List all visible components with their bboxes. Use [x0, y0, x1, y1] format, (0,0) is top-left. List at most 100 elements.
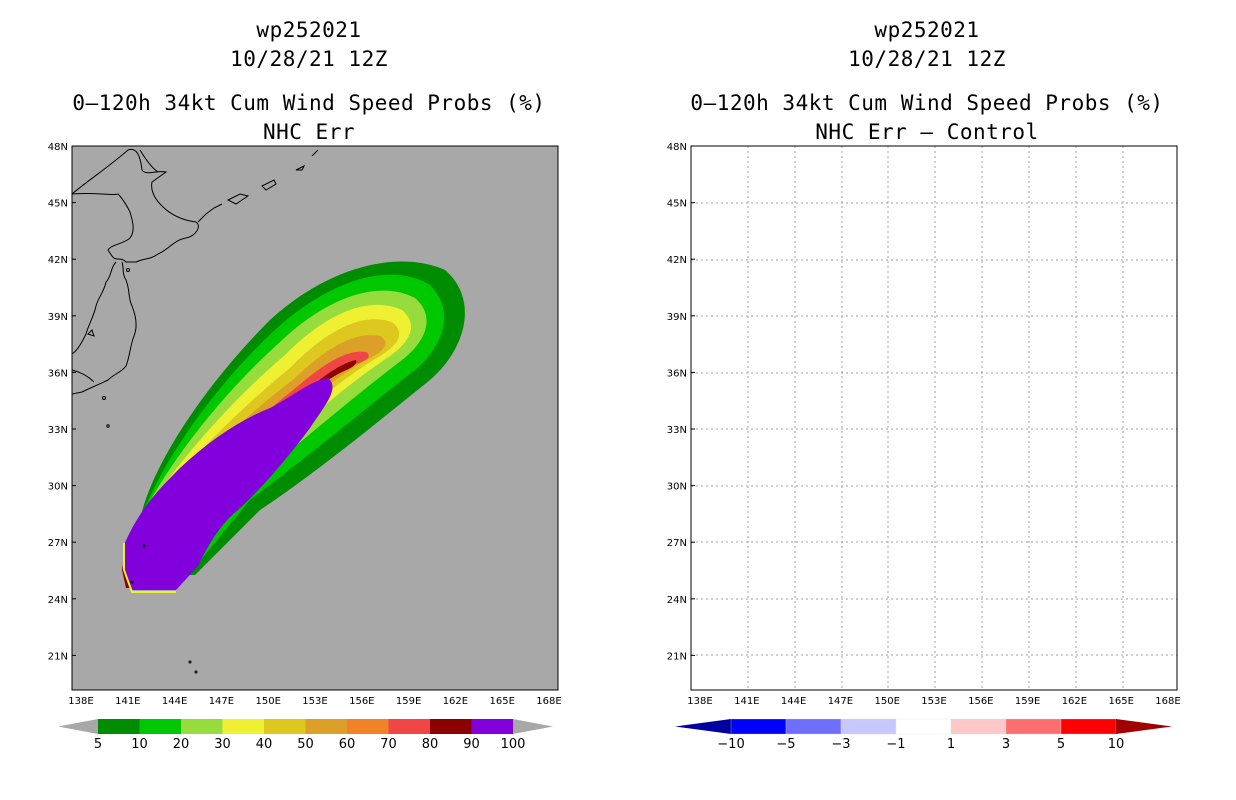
left-map	[71, 145, 559, 691]
colorbar-label: 10	[131, 737, 148, 752]
colorbar-box	[950, 718, 1007, 735]
lon-label: 138E	[68, 696, 93, 707]
lon-label: 141E	[734, 696, 759, 707]
lat-label: 39N	[48, 312, 68, 323]
lat-label: 27N	[667, 538, 687, 549]
lat-label: 33N	[667, 425, 687, 436]
colorbar-label: 30	[214, 737, 231, 752]
right-map-axes: 48N 45N 42N 39N 36N 33N 30N 27N 24N 21N 138E 141E 14…	[667, 142, 1181, 707]
probability-contours	[122, 261, 465, 593]
colorbar-box	[264, 719, 306, 734]
colorbar-label: 5	[94, 737, 102, 752]
colorbar-under-triangle	[58, 719, 98, 734]
lon-label: 144E	[162, 696, 187, 707]
colorbar-over-triangle	[1116, 719, 1172, 734]
lat-label: 30N	[667, 482, 687, 493]
lat-label: 27N	[48, 538, 68, 549]
colorbar-box	[785, 718, 842, 735]
lon-label: 162E	[1062, 696, 1087, 707]
colorbar-label: 60	[339, 737, 356, 752]
colorbar-box	[305, 719, 347, 734]
colorbar-box	[98, 719, 140, 734]
lon-label: 159E	[1015, 696, 1040, 707]
lat-label: 24N	[667, 595, 687, 606]
colorbar-label: 50	[297, 737, 314, 752]
lon-label: 141E	[115, 696, 140, 707]
left-title-variant: NHC Err	[262, 120, 355, 144]
lon-label: 147E	[828, 696, 853, 707]
colorbar-box	[222, 719, 264, 734]
left-map-axes: 48N 45N 42N 39N 36N 33N 30N 27N 24N 21N 138E 141E 14…	[48, 142, 562, 707]
left-title: wp252021 10/28/21 12Z 0–120h 34kt Cum Wi…	[64, 16, 554, 147]
colorbar-box	[347, 719, 389, 734]
colorbar-box	[430, 719, 472, 734]
lon-label: 153E	[302, 696, 327, 707]
lat-label: 42N	[48, 255, 68, 266]
lon-label: 138E	[687, 696, 712, 707]
lat-label: 36N	[667, 368, 687, 379]
colorbar-under-triangle	[675, 719, 731, 734]
lon-label: 165E	[489, 696, 514, 707]
lon-label: 144E	[781, 696, 806, 707]
colorbar-label: 70	[380, 737, 397, 752]
colorbar-box	[840, 718, 897, 735]
lat-label: 48N	[667, 142, 687, 153]
lon-label: 156E	[349, 696, 374, 707]
colorbar-box	[895, 718, 952, 735]
left-title-time: 10/28/21 12Z	[230, 47, 388, 71]
colorbar-label: −1	[886, 737, 905, 752]
left-title-storm: wp252021	[256, 18, 362, 42]
right-title-variant: NHC Err – Control	[815, 120, 1039, 144]
right-map-background	[691, 146, 1177, 690]
lat-label: 24N	[48, 595, 68, 606]
lat-label: 21N	[48, 651, 68, 662]
colorbar-label: 100	[501, 737, 526, 752]
lat-label: 33N	[48, 425, 68, 436]
colorbar-label: 40	[256, 737, 273, 752]
lat-label: 42N	[667, 255, 687, 266]
lat-label: 21N	[667, 651, 687, 662]
colorbar-box	[181, 719, 223, 734]
lon-label: 153E	[921, 696, 946, 707]
colorbar-label: 20	[173, 737, 190, 752]
lon-label: 165E	[1108, 696, 1133, 707]
colorbar-box	[139, 719, 181, 734]
lat-label: 45N	[48, 199, 68, 210]
colorbar-label: −5	[776, 737, 795, 752]
colorbar-label: −10	[717, 737, 744, 752]
lon-label: 159E	[396, 696, 421, 707]
lon-label: 156E	[968, 696, 993, 707]
colorbar-over-triangle	[513, 719, 553, 734]
lon-label: 168E	[536, 696, 561, 707]
colorbar-label: 10	[1108, 737, 1125, 752]
right-map-gridlines	[691, 146, 1177, 690]
lat-label: 30N	[48, 482, 68, 493]
lon-label: 150E	[874, 696, 899, 707]
right-title-product: 0–120h 34kt Cum Wind Speed Probs (%)	[690, 91, 1164, 115]
lat-label: 39N	[667, 312, 687, 323]
lon-label: 147E	[209, 696, 234, 707]
colorbar-label: 1	[947, 737, 955, 752]
colorbar-box	[1005, 718, 1062, 735]
lat-label: 36N	[48, 368, 68, 379]
colorbar-label: 3	[1002, 737, 1010, 752]
lon-label: 168E	[1155, 696, 1180, 707]
right-colorbar: −10 −5 −3 −1 1 3 5 10	[675, 718, 1172, 752]
lat-label: 45N	[667, 199, 687, 210]
colorbar-label: −3	[831, 737, 850, 752]
lon-label: 162E	[443, 696, 468, 707]
colorbar-box	[730, 718, 787, 735]
lat-label: 48N	[48, 142, 68, 153]
right-title: wp252021 10/28/21 12Z 0–120h 34kt Cum Wi…	[682, 16, 1172, 147]
colorbar-label: 80	[422, 737, 439, 752]
colorbar-box	[471, 719, 513, 734]
right-map	[690, 145, 1178, 691]
left-colorbar: 5 10 20 30 40 50 60 70 80 90 100	[58, 719, 553, 752]
lon-label: 150E	[255, 696, 280, 707]
colorbar-box	[388, 719, 430, 734]
colorbar-box	[1060, 718, 1117, 735]
right-title-time: 10/28/21 12Z	[848, 47, 1006, 71]
right-title-storm: wp252021	[874, 18, 980, 42]
colorbar-label: 90	[463, 737, 480, 752]
